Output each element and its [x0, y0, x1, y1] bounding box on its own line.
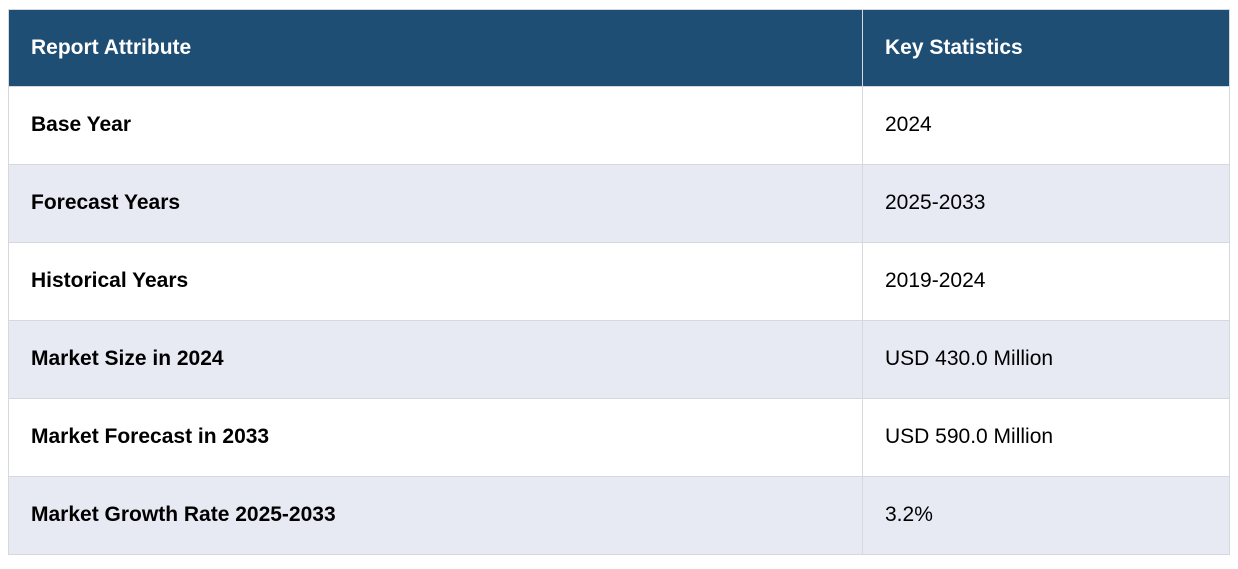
table-row: Market Growth Rate 2025-2033 3.2%: [8, 476, 1230, 555]
value-cell-market-forecast-2033: USD 590.0 Million: [862, 398, 1230, 477]
column-header-key-statistics: Key Statistics: [862, 9, 1230, 87]
attribute-cell-forecast-years: Forecast Years: [8, 164, 863, 243]
table-row: Historical Years 2019-2024: [8, 242, 1230, 321]
table-row: Market Forecast in 2033 USD 590.0 Millio…: [8, 398, 1230, 477]
attribute-cell-base-year: Base Year: [8, 86, 863, 165]
attribute-cell-historical-years: Historical Years: [8, 242, 863, 321]
table-row: Forecast Years 2025-2033: [8, 164, 1230, 243]
value-cell-historical-years: 2019-2024: [862, 242, 1230, 321]
attribute-cell-market-size-2024: Market Size in 2024: [8, 320, 863, 399]
column-header-report-attribute: Report Attribute: [8, 9, 863, 87]
value-cell-market-growth-rate: 3.2%: [862, 476, 1230, 555]
value-cell-forecast-years: 2025-2033: [862, 164, 1230, 243]
attribute-cell-market-growth-rate: Market Growth Rate 2025-2033: [8, 476, 863, 555]
attribute-cell-market-forecast-2033: Market Forecast in 2033: [8, 398, 863, 477]
key-statistics-table: Report Attribute Key Statistics Base Yea…: [8, 9, 1230, 555]
value-cell-base-year: 2024: [862, 86, 1230, 165]
table-row: Market Size in 2024 USD 430.0 Million: [8, 320, 1230, 399]
value-cell-market-size-2024: USD 430.0 Million: [862, 320, 1230, 399]
table-header-row: Report Attribute Key Statistics: [8, 9, 1230, 87]
table-row: Base Year 2024: [8, 86, 1230, 165]
